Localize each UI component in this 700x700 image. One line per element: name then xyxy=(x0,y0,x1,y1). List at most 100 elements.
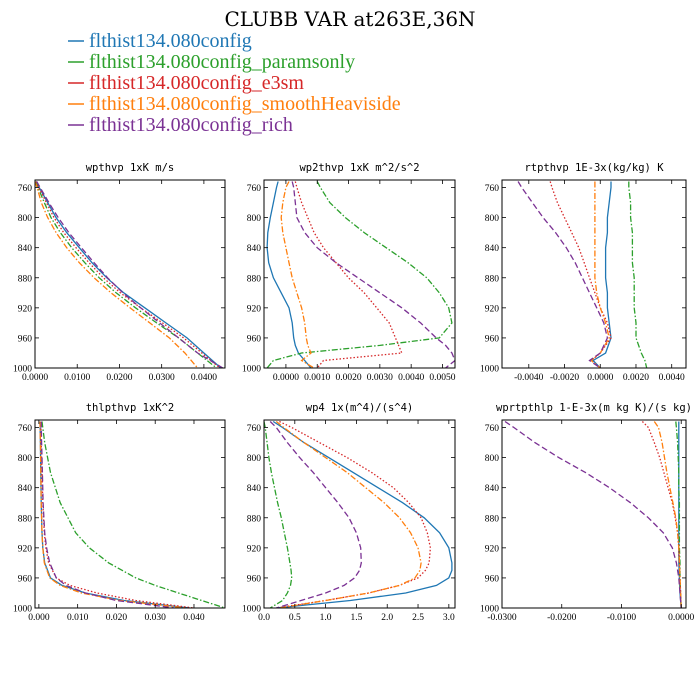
y-tick-label: 920 xyxy=(18,544,33,554)
x-tick-label: 0.0010 xyxy=(304,373,330,383)
y-tick-label: 800 xyxy=(485,214,500,224)
series-group xyxy=(266,181,455,368)
y-tick-label: 880 xyxy=(485,274,500,284)
series-group xyxy=(35,181,224,368)
x-tick-label: 0.0000 xyxy=(22,373,48,383)
y-tick-label: 1000 xyxy=(480,365,499,375)
y-tick-label: 960 xyxy=(247,574,262,584)
y-tick-label: 760 xyxy=(485,184,500,194)
y-tick-label: 880 xyxy=(247,274,262,284)
panel-title: wp4 1x(m^4)/(s^4) xyxy=(306,402,413,414)
series-line xyxy=(592,181,612,368)
series-line xyxy=(291,181,455,368)
series-line xyxy=(35,181,221,368)
series-line xyxy=(35,181,199,368)
chart-panel: wp4 1x(m^4)/(s^4) 0.0 0.5 1.0 1.5 2.0 2.5 3.0 76… xyxy=(242,402,456,623)
figure-title: CLUBB VAR at263E,36N xyxy=(224,7,475,31)
y-tick-label: 1000 xyxy=(13,605,32,615)
y-tick-label: 760 xyxy=(485,424,500,434)
series-line xyxy=(36,181,224,368)
y-tick-label: 760 xyxy=(247,424,262,434)
x-tick-label: -0.0040 xyxy=(514,373,544,383)
x-tick-label: 0.0000 xyxy=(668,613,694,623)
y-tick-label: 920 xyxy=(18,304,33,314)
series-line xyxy=(294,181,403,368)
y-tick-label: 840 xyxy=(18,484,33,494)
series-group xyxy=(517,181,648,368)
y-tick-label: 800 xyxy=(18,214,33,224)
x-tick-label: 0.030 xyxy=(145,613,167,623)
y-tick-label: 880 xyxy=(18,514,33,524)
series-line xyxy=(39,421,191,608)
y-tick-label: 880 xyxy=(485,514,500,524)
x-tick-label: 0.0 xyxy=(258,613,270,623)
y-tick-label: 840 xyxy=(247,484,262,494)
series-line xyxy=(35,181,222,368)
y-tick-label: 840 xyxy=(485,244,500,254)
legend: flthist134.080configflthist134.080config… xyxy=(68,30,401,136)
legend-label: flthist134.080config_e3sm xyxy=(89,72,304,94)
series-group xyxy=(264,420,453,608)
series-line xyxy=(40,421,175,608)
legend-entry: flthist134.080config_paramsonly xyxy=(68,51,355,73)
y-tick-label: 960 xyxy=(485,334,500,344)
legend-label: flthist134.080config xyxy=(89,30,252,52)
series-line xyxy=(675,421,682,608)
series-group xyxy=(39,421,225,608)
x-tick-label: 0.0000 xyxy=(587,373,613,383)
legend-label: flthist134.080config_paramsonly xyxy=(89,51,355,73)
x-tick-label: 0.010 xyxy=(67,613,89,623)
x-tick-label: 0.0020 xyxy=(623,373,649,383)
x-tick-label: -0.0100 xyxy=(607,613,637,623)
x-tick-label: 0.0100 xyxy=(64,373,90,383)
panel-title: wprtpthlp 1-E-3x(m kg K)/(s kg) xyxy=(496,402,692,414)
x-tick-label: -0.0020 xyxy=(550,373,580,383)
legend-label: flthist134.080config_rich xyxy=(89,114,293,136)
series-line xyxy=(517,181,609,368)
x-tick-label: 0.0040 xyxy=(398,373,424,383)
series-line xyxy=(264,421,293,608)
x-tick-label: 1.0 xyxy=(320,613,332,623)
y-tick-label: 1000 xyxy=(480,605,499,615)
series-line xyxy=(272,420,453,608)
x-tick-label: 0.0040 xyxy=(659,373,685,383)
chart-panel: wp2thvp 1xK m^2/s^2 0.0000 0.0010 0.0020 0.0… xyxy=(242,162,456,383)
series-line xyxy=(275,420,422,608)
panel-title: rtpthvp 1E-3x(kg/kg) K xyxy=(524,162,664,174)
y-tick-label: 920 xyxy=(485,544,500,554)
series-line xyxy=(504,420,682,608)
chart-panel: thlpthvp 1xK^2 0.000 0.010 0.020 0.030 0.040 7… xyxy=(13,402,226,623)
y-tick-label: 840 xyxy=(485,484,500,494)
legend-entry: flthist134.080config_smoothHeaviside xyxy=(68,93,401,115)
legend-entry: flthist134.080config_e3sm xyxy=(68,72,304,94)
legend-entry: flthist134.080config xyxy=(68,30,252,52)
y-tick-label: 840 xyxy=(247,244,262,254)
panel-title: wpthvp 1xK m/s xyxy=(86,162,175,174)
legend-label: flthist134.080config_smoothHeaviside xyxy=(89,93,401,115)
y-tick-label: 1000 xyxy=(242,605,261,615)
series-line xyxy=(280,181,315,368)
series-line xyxy=(39,421,187,608)
y-tick-label: 1000 xyxy=(242,365,261,375)
x-tick-label: -0.0300 xyxy=(487,613,517,623)
chart-panel: rtpthvp 1E-3x(kg/kg) K -0.0040 -0.0020 0.00… xyxy=(480,162,687,383)
y-tick-label: 920 xyxy=(247,304,262,314)
series-group xyxy=(504,420,682,608)
x-tick-label: 1.5 xyxy=(350,613,362,623)
y-tick-label: 1000 xyxy=(13,365,32,375)
series-line xyxy=(628,181,648,368)
chart-panel: wprtpthlp 1-E-3x(m kg K)/(s kg) -0.0300 -0… xyxy=(480,402,695,623)
y-tick-label: 800 xyxy=(247,214,262,224)
y-tick-label: 800 xyxy=(247,454,262,464)
series-line xyxy=(266,181,312,368)
x-tick-label: 0.5 xyxy=(289,613,301,623)
series-line xyxy=(40,421,195,608)
chart-panel: wpthvp 1xK m/s 0.0000 0.0100 0.0200 0.0300 0.… xyxy=(13,162,226,383)
y-tick-label: 920 xyxy=(247,544,262,554)
x-tick-label: 0.000 xyxy=(28,613,50,623)
plot-frame xyxy=(34,179,226,369)
y-tick-label: 880 xyxy=(18,274,33,284)
x-tick-label: 3.0 xyxy=(443,613,455,623)
y-tick-label: 800 xyxy=(18,454,33,464)
